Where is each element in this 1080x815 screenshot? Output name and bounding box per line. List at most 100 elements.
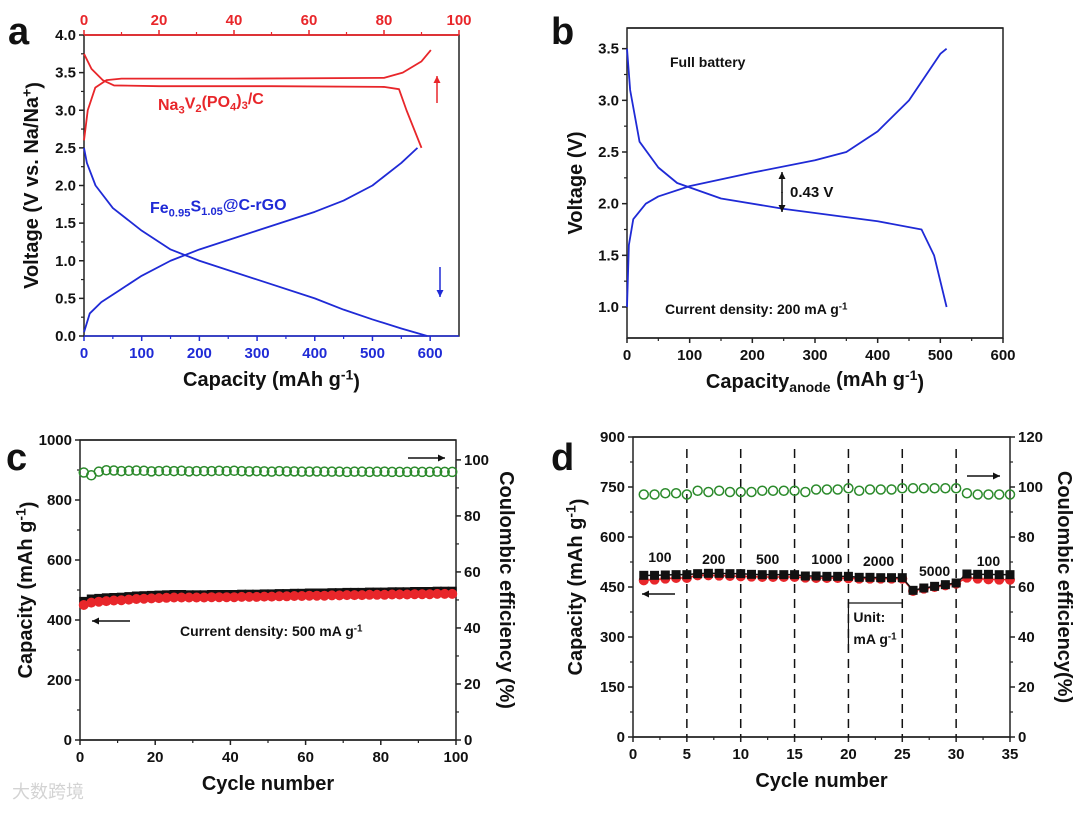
curve-charge <box>626 47 948 308</box>
x-axis-label: Capacity (mAh g-1) <box>183 367 360 394</box>
data-point-circle <box>116 595 127 606</box>
data-point-circle <box>101 596 112 607</box>
y2-tick-label: 20 <box>1018 679 1035 696</box>
data-point-square <box>983 569 993 579</box>
watermark: 大数跨境 <box>12 782 84 803</box>
x-tick-label: 300 <box>245 345 270 362</box>
data-point-open-circle <box>116 465 127 477</box>
data-point-circle <box>274 591 285 602</box>
data-point-square <box>897 573 907 583</box>
y-tick-label: 0 <box>64 732 72 749</box>
data-point-open-circle <box>638 489 650 500</box>
data-point-circle <box>296 591 307 601</box>
top-tick-label: 100 <box>446 12 471 29</box>
data-point-circle <box>417 589 428 600</box>
data-point-open-circle <box>821 484 833 495</box>
y-tick-label: 4.0 <box>55 27 76 44</box>
arrow-left-capacity-head <box>92 617 99 625</box>
data-point-open-circle <box>191 465 202 477</box>
data-point-open-circle <box>401 466 413 478</box>
data-point-circle <box>289 591 300 601</box>
data-point-open-circle <box>183 466 195 477</box>
plot-frame-b <box>626 27 1004 339</box>
y2-tick-label: 0 <box>1018 729 1026 746</box>
y-tick-label: 750 <box>600 479 625 496</box>
y-tick-label: 200 <box>47 672 72 689</box>
data-point-open-circle <box>236 465 247 477</box>
x-tick-label: 25 <box>894 746 911 763</box>
arrow-down-head <box>436 290 444 297</box>
series-discharge-capacity <box>78 588 458 610</box>
data-point-open-circle <box>983 489 994 500</box>
annotation-fes: Fe0.95S1.05@C-rGO <box>150 197 287 219</box>
y2-tick-label: 60 <box>464 564 481 581</box>
data-point-square <box>930 581 940 591</box>
data-point-circle <box>191 592 202 603</box>
y-tick-label: 600 <box>600 529 625 546</box>
data-point-open-circle <box>757 485 768 496</box>
data-point-open-circle <box>961 488 973 499</box>
y-axis-label: Capacity (mAh g-1) <box>13 502 40 679</box>
curve-na3v2-po4-3-c-charge <box>83 49 432 141</box>
arrow-right-efficiency-head <box>438 454 445 462</box>
y-tick-label: 2.5 <box>55 140 76 157</box>
x-tick-label: 10 <box>732 746 749 763</box>
data-point-open-circle <box>649 489 660 500</box>
x-tick-label: 80 <box>372 749 389 766</box>
y2-axis-label: Coulombic efficiency(%) <box>1053 471 1075 703</box>
y-tick-label: 1.0 <box>55 253 76 270</box>
x-tick-label: 60 <box>297 749 314 766</box>
y-tick-label: 3.0 <box>55 102 76 119</box>
top-tick-label: 0 <box>80 12 88 29</box>
data-point-open-circle <box>810 484 822 495</box>
data-point-open-circle <box>251 465 262 477</box>
data-point-open-circle <box>161 465 172 477</box>
top-tick-label: 20 <box>151 12 168 29</box>
plot-frame-a <box>83 34 460 337</box>
data-point-open-circle <box>940 483 951 494</box>
y2-tick-label: 100 <box>464 452 489 469</box>
panel-letter-d: d <box>551 437 574 479</box>
y2-tick-label: 80 <box>1018 529 1035 546</box>
rate-label: 100 <box>977 553 1001 569</box>
data-point-circle <box>206 592 217 603</box>
data-point-circle <box>319 590 330 601</box>
data-point-square <box>1005 570 1015 580</box>
data-point-square <box>693 569 703 579</box>
data-point-circle <box>439 588 450 599</box>
x-tick-label: 600 <box>990 347 1015 364</box>
data-point-open-circle <box>670 488 682 499</box>
data-point-open-circle <box>146 466 157 477</box>
x-tick-label: 200 <box>187 345 212 362</box>
x-tick-label: 100 <box>129 345 154 362</box>
y-tick-label: 450 <box>600 579 625 596</box>
x-tick-label: 100 <box>677 347 702 364</box>
arrow-right-efficiency <box>967 472 1000 480</box>
x-tick-label: 0 <box>80 345 88 362</box>
data-point-square <box>671 570 681 580</box>
data-point-open-circle <box>108 465 120 476</box>
data-point-open-circle <box>289 466 300 477</box>
y-tick-label: 400 <box>47 612 72 629</box>
data-point-circle <box>131 594 142 604</box>
data-point-square <box>639 570 649 580</box>
y-axis-label: Voltage (V) <box>565 132 587 235</box>
data-point-open-circle <box>266 466 278 477</box>
data-point-open-circle <box>724 486 736 498</box>
x-tick-label: 200 <box>740 347 765 364</box>
data-point-circle <box>259 591 270 602</box>
curve-discharge <box>626 48 948 308</box>
arrow-right-efficiency-head <box>993 472 1000 480</box>
data-point-open-circle <box>918 483 930 494</box>
data-point-circle <box>161 592 172 603</box>
data-point-open-circle <box>692 485 703 496</box>
data-point-square <box>994 570 1004 580</box>
y-tick-label: 0 <box>617 729 625 746</box>
data-point-circle <box>93 596 104 607</box>
data-point-open-circle <box>386 466 398 478</box>
data-point-square <box>919 583 929 593</box>
data-point-open-circle <box>311 466 323 477</box>
data-point-open-circle <box>349 466 360 477</box>
x-tick-label: 100 <box>443 749 468 766</box>
y-tick-label: 300 <box>600 629 625 646</box>
